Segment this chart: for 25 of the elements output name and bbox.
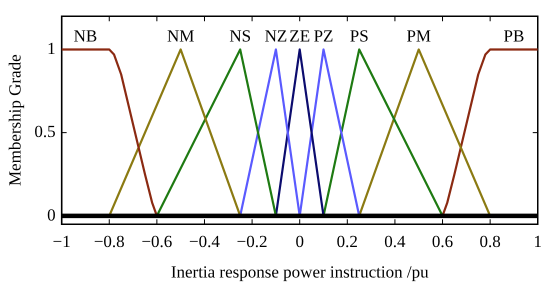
y-tick-label: 1	[47, 38, 56, 58]
x-tick-label: −1	[52, 232, 71, 251]
series-label: NZ	[264, 26, 288, 46]
y-axis-title: Membership Grade	[6, 54, 25, 186]
x-tick-label: 0	[295, 232, 304, 251]
series-label: NS	[229, 26, 252, 46]
series-label: ZE	[289, 26, 310, 46]
series-label: PZ	[314, 26, 334, 46]
y-tick-label: 0	[47, 205, 56, 224]
x-axis-title: Inertia response power instruction /pu	[170, 262, 430, 282]
x-tick-label: 0.4	[384, 232, 406, 251]
x-tick-label: −0.6	[141, 232, 172, 251]
x-tick-label: −0.2	[236, 232, 268, 251]
x-tick-label: 1	[534, 232, 542, 251]
series-label: PS	[350, 26, 369, 46]
x-tick-label: 0.6	[432, 232, 454, 251]
series-label: PB	[504, 26, 524, 46]
x-tick-label: −0.4	[189, 232, 220, 251]
y-tick-label: 0.5	[34, 122, 56, 142]
series-label: NB	[74, 26, 98, 46]
series-label: PM	[406, 26, 432, 46]
series-label: NM	[166, 26, 194, 46]
x-tick-label: 0.2	[336, 232, 358, 251]
x-tick-label: −0.8	[94, 232, 125, 251]
x-tick-label: 0.8	[480, 232, 501, 251]
